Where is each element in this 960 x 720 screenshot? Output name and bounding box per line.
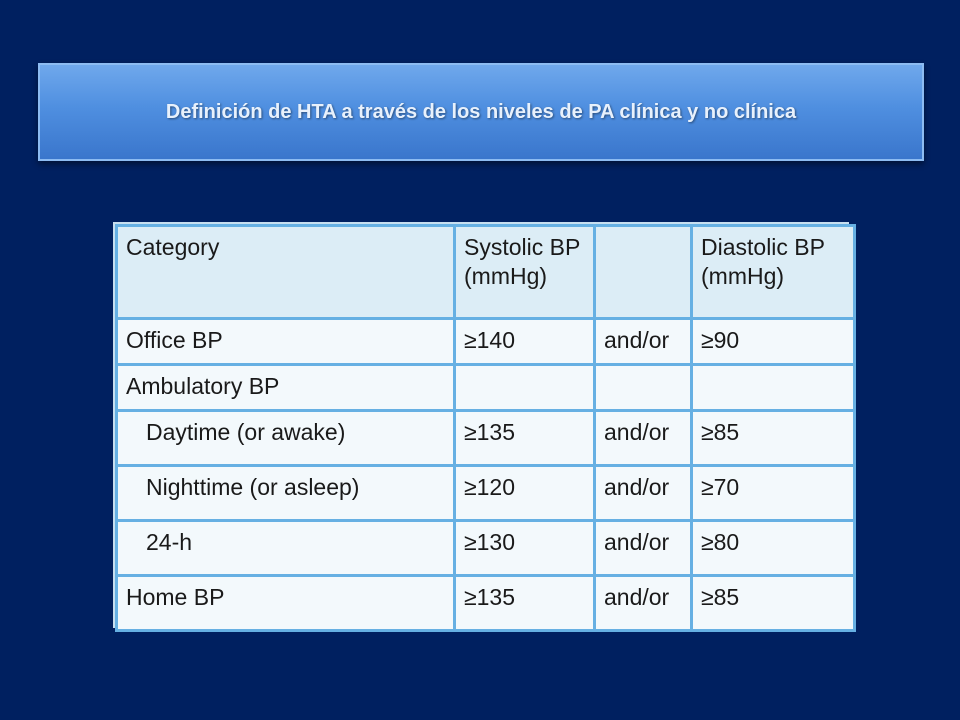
- cell-connector: and/or: [596, 320, 690, 363]
- bp-definition-table: Category Systolic BP (mmHg) Diastolic BP…: [115, 224, 856, 632]
- title-banner: Definición de HTA a través de los nivele…: [38, 63, 924, 161]
- header-systolic: Systolic BP (mmHg): [456, 227, 593, 317]
- slide-title: Definición de HTA a través de los nivele…: [165, 100, 797, 123]
- cell-systolic: ≥135: [456, 412, 593, 464]
- bp-table-container: Category Systolic BP (mmHg) Diastolic BP…: [113, 222, 856, 632]
- table-row: Office BP ≥140 and/or ≥90: [118, 320, 853, 363]
- cell-diastolic: ≥90: [693, 320, 853, 363]
- cell-connector: [596, 366, 690, 409]
- cell-connector: and/or: [596, 577, 690, 629]
- table-row: 24-h ≥130 and/or ≥80: [118, 522, 853, 574]
- cell-systolic: ≥120: [456, 467, 593, 519]
- header-diastolic: Diastolic BP (mmHg): [693, 227, 853, 317]
- cell-diastolic: ≥80: [693, 522, 853, 574]
- table-row: Nighttime (or asleep) ≥120 and/or ≥70: [118, 467, 853, 519]
- cell-category: Ambulatory BP: [118, 366, 453, 409]
- cell-diastolic: ≥85: [693, 577, 853, 629]
- cell-connector: and/or: [596, 522, 690, 574]
- cell-category: Daytime (or awake): [118, 412, 453, 464]
- table-header-row: Category Systolic BP (mmHg) Diastolic BP…: [118, 227, 853, 317]
- header-category: Category: [118, 227, 453, 317]
- cell-connector: and/or: [596, 467, 690, 519]
- table-row: Home BP ≥135 and/or ≥85: [118, 577, 853, 629]
- cell-category: Nighttime (or asleep): [118, 467, 453, 519]
- cell-diastolic: [693, 366, 853, 409]
- cell-category: Home BP: [118, 577, 453, 629]
- cell-diastolic: ≥70: [693, 467, 853, 519]
- cell-systolic: ≥140: [456, 320, 593, 363]
- cell-connector: and/or: [596, 412, 690, 464]
- table-row: Ambulatory BP: [118, 366, 853, 409]
- cell-category: Office BP: [118, 320, 453, 363]
- cell-category: 24-h: [118, 522, 453, 574]
- cell-diastolic: ≥85: [693, 412, 853, 464]
- table-row: Daytime (or awake) ≥135 and/or ≥85: [118, 412, 853, 464]
- cell-systolic: [456, 366, 593, 409]
- cell-systolic: ≥135: [456, 577, 593, 629]
- cell-systolic: ≥130: [456, 522, 593, 574]
- header-connector: [596, 227, 690, 317]
